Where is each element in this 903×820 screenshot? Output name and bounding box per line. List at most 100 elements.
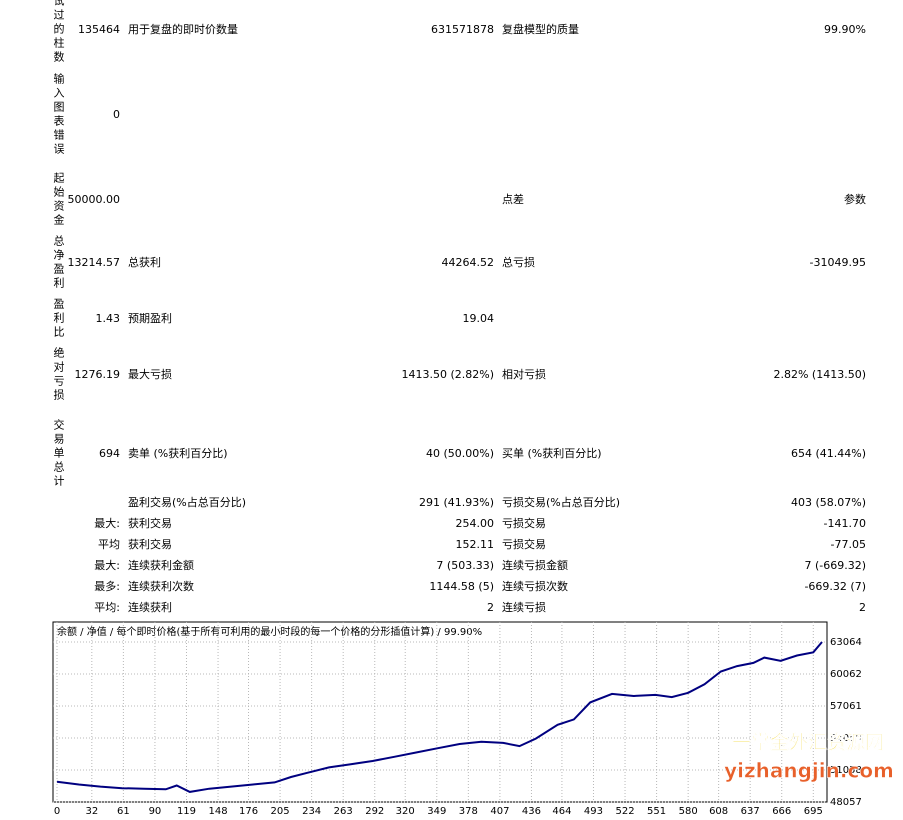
row-prefix: 平均: [94,601,120,614]
cell-value: 2.82% (1413.50) [773,368,866,381]
x-tick-label: 320 [396,806,415,817]
x-tick-label: 695 [804,806,823,817]
row-prefix: 最大: [94,558,120,572]
cell-value: -77.05 [831,538,866,551]
row-prefix: 平均 [98,538,120,551]
cell-label: 相对亏损 [502,367,546,381]
cell-label: 最大亏损 [128,367,172,381]
x-tick-label: 119 [177,806,196,817]
cell-value: 19.04 [463,312,495,325]
cell-label: 盈利交易(%占总百分比) [128,495,246,509]
x-tick-label: 522 [615,806,634,817]
cell-value: 7 (-669.32) [804,559,866,572]
cell-value: 99.90% [824,23,866,36]
y-tick-label: 51058 [830,765,862,776]
balance-line [56,641,823,793]
x-tick-label: 551 [647,806,666,817]
row-label: 输入图表错误 [52,72,65,157]
cell-value: 2 [487,601,494,614]
cell-label: 亏损交易(%占总百分比) [502,495,620,509]
y-tick-label: 54059 [830,733,862,744]
x-tick-label: 407 [490,806,509,817]
watermark: 一掌金外汇资源网 [732,731,884,754]
x-tick-label: 32 [85,806,98,817]
row-value: 0 [113,108,120,121]
y-tick-label: 57061 [830,701,862,712]
cell-value: 7 (503.33) [436,559,494,572]
x-tick-label: 61 [117,806,130,817]
y-tick-label: 48057 [830,797,862,808]
cell-value: 1413.50 (2.82%) [401,368,494,381]
x-tick-label: 464 [552,806,571,817]
cell-label: 点差 [502,192,524,206]
cell-label: 连续亏损次数 [502,579,568,593]
cell-label: 连续亏损 [502,600,546,614]
cell-value: 291 (41.93%) [419,496,494,509]
x-tick-label: 176 [239,806,258,817]
cell-value: 2 [859,601,866,614]
cell-value: 631571878 [431,23,494,36]
cell-label: 总获利 [128,255,161,269]
x-tick-label: 148 [209,806,228,817]
cell-value: 403 (58.07%) [791,496,866,509]
cell-value: 254.00 [456,517,495,530]
x-tick-label: 234 [302,806,321,817]
x-tick-label: 0 [54,806,60,817]
row-value: 694 [99,447,120,460]
x-tick-label: 580 [679,806,698,817]
row-label: 起始资金 [52,172,65,228]
cell-value: 1144.58 (5) [429,580,494,593]
x-tick-label: 608 [709,806,728,817]
x-tick-label: 349 [427,806,446,817]
cell-label: 亏损交易 [502,537,546,551]
cell-value: 654 (41.44%) [791,447,866,460]
cell-value: 40 (50.00%) [426,447,494,460]
x-tick-label: 263 [334,806,353,817]
cell-label: 卖单 (%获利百分比) [128,447,228,460]
cell-label: 复盘模型的质量 [502,22,579,36]
x-tick-label: 436 [522,806,541,817]
cell-label: 连续亏损金额 [502,558,568,572]
watermark: yizhangjin.com [724,759,894,783]
x-tick-label: 90 [149,806,162,817]
cell-value: 44264.52 [442,256,495,269]
cell-value: 152.11 [456,538,495,551]
cell-label: 买单 (%获利百分比) [502,447,602,460]
row-prefix: 最多: [94,579,120,593]
cell-value: -141.70 [824,517,866,530]
x-tick-label: 378 [459,806,478,817]
y-tick-label: 60062 [830,669,862,680]
cell-value: 参数 [844,192,866,206]
x-tick-label: 666 [772,806,791,817]
cell-label: 总亏损 [502,255,535,269]
cell-label: 连续获利 [128,600,172,614]
cell-value: -31049.95 [810,256,866,269]
chart-subtitle: 余额 / 净值 / 每个即时价格(基于所有可利用的最小时段的每一个价格的分形插值… [57,625,482,638]
row-label: 盈利比 [52,298,65,340]
row-prefix: 最大: [94,516,120,530]
row-label: 总净盈利 [52,234,65,291]
cell-label: 用于复盘的即时价数量 [128,22,238,36]
row-value: 13214.57 [68,256,121,269]
x-tick-label: 205 [271,806,290,817]
chart-frame [52,621,828,803]
row-label: 绝对亏损 [52,346,65,403]
row-value: 1276.19 [75,368,121,381]
x-tick-label: 493 [584,806,603,817]
x-tick-label: 637 [741,806,760,817]
cell-label: 预期盈利 [128,312,172,325]
y-tick-label: 63064 [830,637,862,648]
row-label: 交易单总计 [52,418,65,489]
cell-label: 连续获利次数 [128,579,194,593]
cell-label: 获利交易 [128,537,172,551]
cell-label: 获利交易 [128,516,172,530]
x-tick-label: 292 [365,806,384,817]
cell-label: 连续获利金额 [128,558,194,572]
cell-label: 亏损交易 [502,516,546,530]
row-label: 试过的柱数 [52,0,65,65]
row-value: 1.43 [96,312,121,325]
cell-value: -669.32 (7) [804,580,866,593]
row-value: 135464 [78,23,120,36]
row-value: 50000.00 [68,193,121,206]
